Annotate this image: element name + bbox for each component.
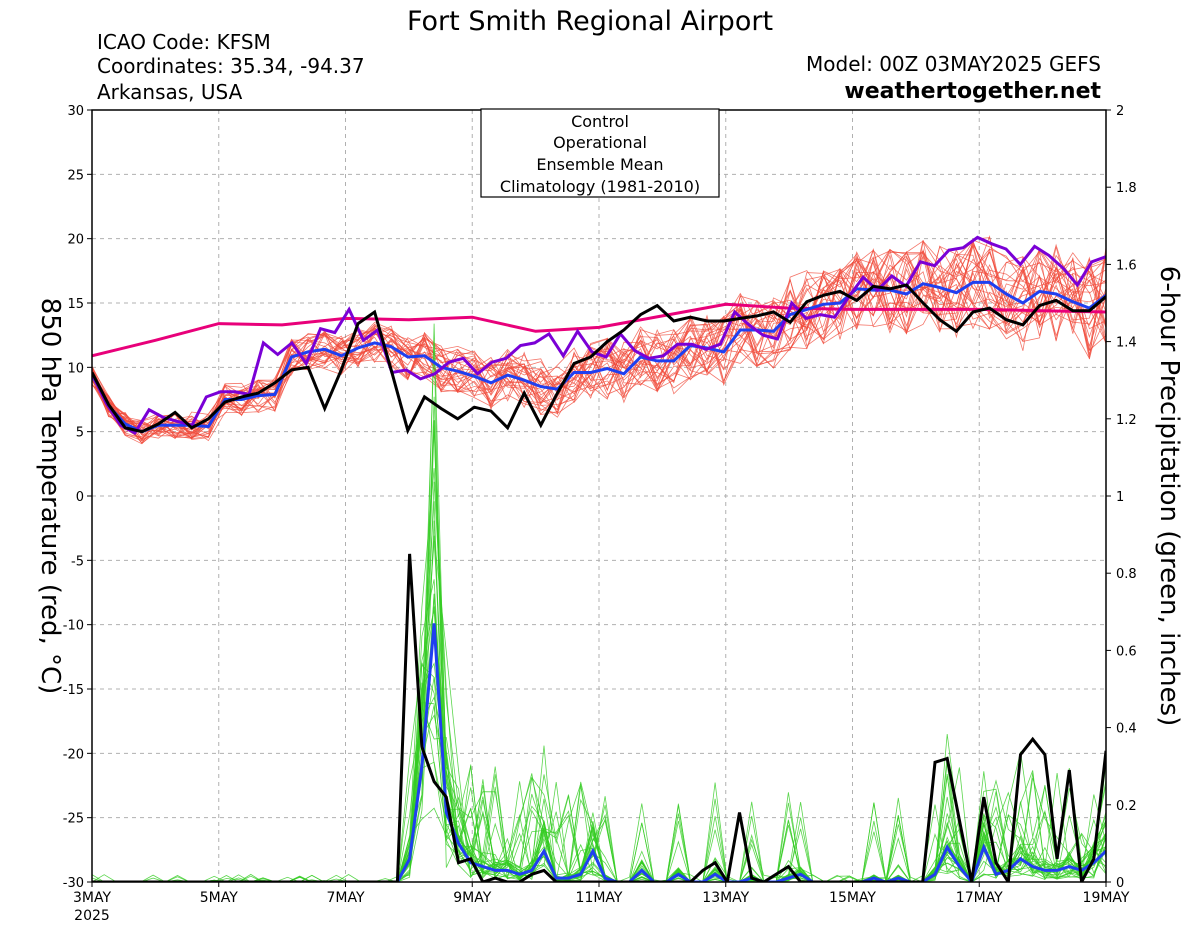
temp-control-line xyxy=(92,283,1106,435)
y2-tick-label: 0 xyxy=(1116,876,1124,891)
temp-member-line xyxy=(92,248,1106,441)
y-tick-label: -10 xyxy=(63,619,84,634)
coordinates: Coordinates: 35.34, -94.37 xyxy=(97,54,365,78)
site-name: weathertogether.net xyxy=(844,79,1101,104)
y-tick-label: -25 xyxy=(63,812,84,827)
y2-tick-label: 0.4 xyxy=(1116,722,1137,737)
x-tick-label: 13MAY xyxy=(702,890,749,906)
x-tick-label: 5MAY xyxy=(200,890,238,906)
precip-mean-line xyxy=(92,623,1106,882)
y-tick-label: 0 xyxy=(76,490,84,505)
y-tick-label: 5 xyxy=(76,426,84,441)
legend-box xyxy=(480,108,720,198)
legend-control: Control xyxy=(571,112,629,131)
x-tick-label: 7MAY xyxy=(326,890,364,906)
legend: Control Operational Ensemble Mean Climat… xyxy=(480,108,720,198)
x-tick-label: 19MAY xyxy=(1083,890,1130,906)
region: Arkansas, USA xyxy=(97,80,243,104)
y-axis-label: 850 hPa Temperature (red, °C) xyxy=(35,298,65,695)
temp-member-line xyxy=(92,257,1106,435)
precip-control-line xyxy=(92,553,1106,882)
temp-mean-line xyxy=(92,280,1106,434)
y-tick-label: 10 xyxy=(67,361,84,376)
precip-member-line xyxy=(92,761,1106,882)
x-tick-label: 17MAY xyxy=(956,890,1003,906)
y-tick-label: -5 xyxy=(71,554,84,569)
y-tick-label: 25 xyxy=(67,168,84,183)
axes: 302520151050-5-10-15-20-25-3021.81.61.41… xyxy=(63,104,1137,924)
icao-code: ICAO Code: KFSM xyxy=(97,30,271,54)
y2-tick-label: 1.8 xyxy=(1116,181,1137,196)
y2-tick-label: 0.2 xyxy=(1116,799,1137,814)
grid xyxy=(92,110,1106,882)
y-tick-label: -20 xyxy=(63,747,84,762)
climatology-line xyxy=(92,302,1106,358)
y2-tick-label: 1.6 xyxy=(1116,258,1137,273)
x-tick-label: 11MAY xyxy=(576,890,623,906)
precip-member-line xyxy=(92,767,1106,882)
y2-tick-label: 0.8 xyxy=(1116,567,1137,582)
legend-climatology: Climatology (1981-2010) xyxy=(500,177,700,196)
y2-tick-label: 0.6 xyxy=(1116,644,1137,659)
temp-operational-line xyxy=(92,235,1106,436)
x-tick-label: 15MAY xyxy=(829,890,876,906)
y-tick-label: -15 xyxy=(63,683,84,698)
x-tick-year: 2025 xyxy=(74,908,110,924)
y-tick-label: -30 xyxy=(63,876,84,891)
legend-operational: Operational xyxy=(553,133,647,152)
y2-tick-label: 1 xyxy=(1116,490,1124,505)
precip-member-line xyxy=(92,540,1106,882)
x-tick-label: 9MAY xyxy=(453,890,491,906)
series xyxy=(92,235,1106,882)
model-run: Model: 00Z 03MAY2025 GEFS xyxy=(806,52,1101,76)
y2-tick-label: 2 xyxy=(1116,104,1124,119)
x-tick-label: 3MAY xyxy=(73,890,111,906)
y2-axis-label: 6-hour Precipitation (green, inches) xyxy=(1154,266,1184,726)
y-tick-label: 30 xyxy=(67,104,84,119)
legend-ensemble-mean: Ensemble Mean xyxy=(536,155,663,174)
y2-tick-label: 1.2 xyxy=(1116,413,1137,428)
chart-title: Fort Smith Regional Airport xyxy=(407,6,773,37)
y-tick-label: 15 xyxy=(67,297,84,312)
temp-member-line xyxy=(92,249,1106,444)
y-tick-label: 20 xyxy=(67,233,84,248)
y2-tick-label: 1.4 xyxy=(1116,336,1137,351)
